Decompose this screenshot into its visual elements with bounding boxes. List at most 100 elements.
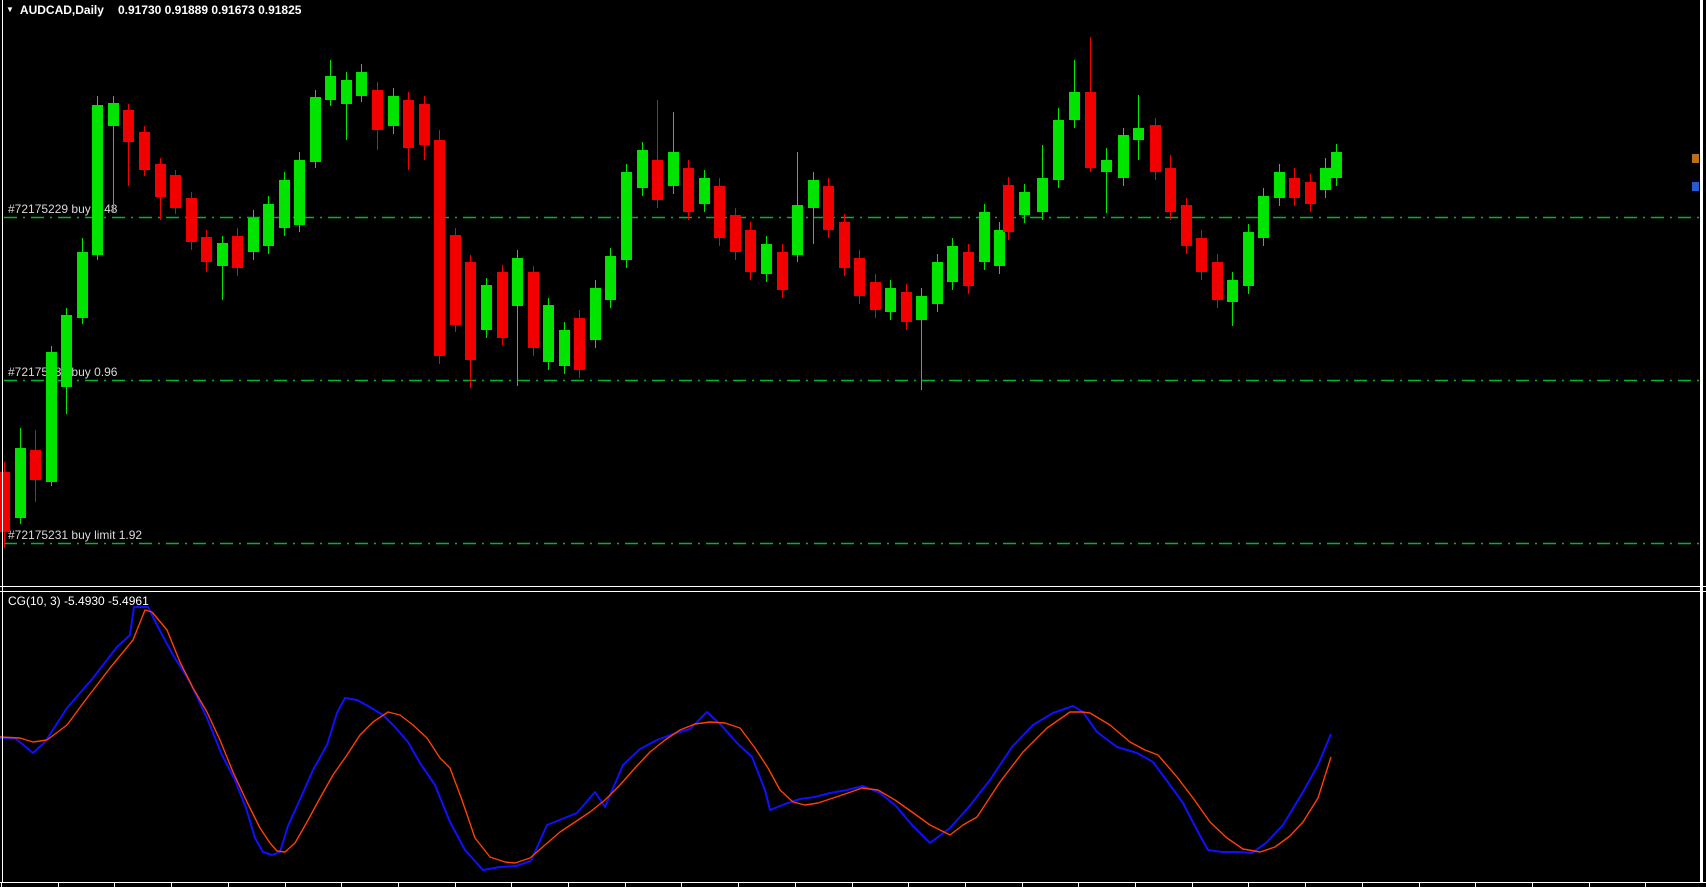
candle-body: [15, 448, 26, 518]
candle-body: [839, 222, 850, 268]
chart-title-bar: ▼ AUDCAD,Daily 0.91730 0.91889 0.91673 0…: [6, 3, 301, 17]
candle-body: [155, 164, 166, 197]
candle-body: [341, 80, 352, 104]
candle-body: [248, 218, 259, 252]
candle-body: [668, 152, 679, 186]
candle-body: [885, 288, 896, 312]
candle-body: [808, 180, 819, 208]
candle-body: [1101, 160, 1112, 172]
candle-body: [932, 262, 943, 304]
candle-body: [730, 215, 741, 252]
pane-separator[interactable]: [0, 586, 1706, 592]
candle-body: [714, 186, 725, 238]
candle-body: [823, 186, 834, 230]
candle-body: [1053, 120, 1064, 180]
order-line-label: #72175231 buy limit 1.92: [8, 528, 142, 542]
candle-body: [1305, 182, 1316, 204]
candle-body: [139, 132, 150, 170]
candle-body: [263, 204, 274, 246]
candle-body: [46, 352, 57, 482]
candle-body: [465, 262, 476, 360]
cg-main-line: [0, 606, 1332, 871]
candle-body: [1258, 196, 1269, 238]
candle-body: [963, 252, 974, 286]
candle-body: [512, 258, 523, 306]
chart-title-symbol: AUDCAD,Daily: [19, 3, 104, 17]
candle-body: [761, 244, 772, 274]
candle-body: [777, 252, 788, 290]
candle-body: [1274, 172, 1285, 198]
candle-body: [1227, 280, 1238, 302]
candle-body: [0, 472, 10, 532]
candle-body: [1320, 168, 1331, 190]
candle-body: [605, 256, 616, 300]
candle-body: [201, 237, 212, 262]
candle-body: [77, 252, 88, 318]
candle-body: [1037, 178, 1048, 212]
candle-body: [186, 198, 197, 242]
order-line-label: #72175229 buy 0.48: [8, 202, 118, 216]
candle-body: [356, 72, 367, 96]
candle-body: [870, 282, 881, 310]
candle-body: [450, 235, 461, 325]
candle-body: [1069, 92, 1080, 120]
right-axis-border: [1700, 0, 1703, 883]
candle-body: [497, 272, 508, 338]
candlestick-series: [0, 37, 1342, 548]
candle-body: [1331, 152, 1342, 178]
candle-body: [388, 96, 399, 126]
candle-body: [901, 292, 912, 322]
candle-body: [1289, 178, 1300, 198]
candle-body: [1133, 128, 1144, 140]
ask-price-marker: [1692, 154, 1699, 163]
left-border: [2, 0, 3, 882]
candle-body: [543, 305, 554, 362]
candle-body: [637, 150, 648, 188]
candle-body: [108, 103, 119, 126]
candle-body: [1003, 185, 1014, 232]
candle-body: [994, 230, 1005, 266]
chart-title-ohlc: 0.91730 0.91889 0.91673 0.91825: [117, 3, 302, 17]
candle-body: [1150, 125, 1161, 172]
candle-body: [1196, 238, 1207, 272]
candle-body: [683, 168, 694, 212]
candle-body: [1085, 92, 1096, 168]
candle-body: [372, 90, 383, 130]
candle-body: [92, 105, 103, 255]
candle-body: [481, 285, 492, 330]
cg-indicator-series: [0, 606, 1332, 871]
candle-body: [434, 140, 445, 356]
candle-body: [217, 243, 228, 266]
bid-price-marker: [1692, 182, 1699, 191]
indicator-label: CG(10, 3) -5.4930 -5.4961: [8, 594, 149, 608]
candle-body: [61, 315, 72, 387]
candle-body: [745, 230, 756, 272]
candle-body: [1212, 262, 1223, 300]
candle-body: [979, 212, 990, 262]
symbol-dropdown-arrow[interactable]: ▼: [6, 5, 14, 14]
cg-signal-line: [0, 609, 1332, 864]
candle-body: [559, 330, 570, 366]
candle-body: [699, 178, 710, 204]
candle-body: [294, 160, 305, 225]
candle-body: [1019, 192, 1030, 215]
candle-body: [854, 258, 865, 296]
candle-body: [528, 272, 539, 348]
candle-body: [325, 76, 336, 100]
candle-body: [652, 160, 663, 200]
candle-body: [916, 296, 927, 320]
candle-body: [590, 288, 601, 340]
candle-body: [792, 205, 803, 255]
candle-body: [232, 236, 243, 268]
candle-body: [1118, 135, 1129, 178]
candle-body: [574, 318, 585, 370]
candle-body: [30, 450, 41, 480]
candle-body: [1243, 232, 1254, 286]
candle-body: [310, 97, 321, 162]
order-lines-layer: #72175229 buy 0.48#72175230 buy 0.96#721…: [4, 202, 1700, 545]
candle-body: [123, 110, 134, 142]
candle-body: [1165, 168, 1176, 212]
